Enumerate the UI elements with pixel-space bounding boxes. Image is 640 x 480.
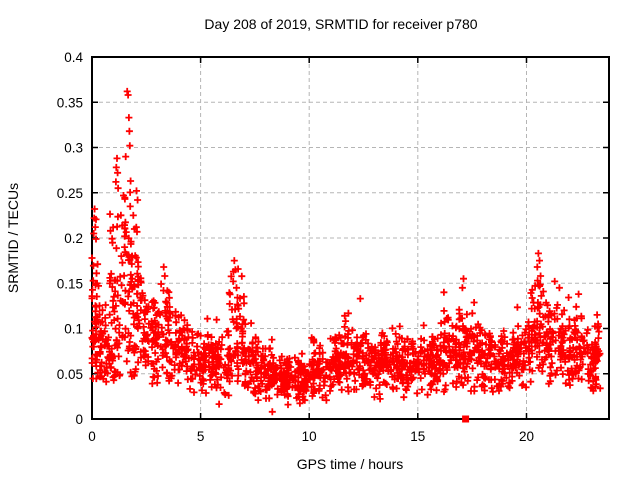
scatter-points <box>88 87 604 416</box>
y-axis-label: SRMTID / TECUs <box>5 183 21 293</box>
x-tick-label: 10 <box>302 429 317 444</box>
chart-title: Day 208 of 2019, SRMTID for receiver p78… <box>204 16 477 32</box>
y-tick-label: 0.1 <box>64 322 83 337</box>
x-tick-label: 0 <box>88 429 96 444</box>
x-tick-label: 15 <box>410 429 425 444</box>
y-tick-label: 0.3 <box>64 141 83 156</box>
x-axis-label: GPS time / hours <box>297 456 404 472</box>
y-tick-label: 0.05 <box>57 367 83 382</box>
x-tick-label: 5 <box>197 429 205 444</box>
y-tick-label: 0 <box>75 412 83 427</box>
y-tick-label: 0.15 <box>57 276 83 291</box>
axis-tick-marks <box>91 56 609 420</box>
y-tick-label: 0.25 <box>57 186 83 201</box>
tick-labels-group: 0 5 10 15 20 0 0.05 0.1 0.15 0.2 0.25 0.3 0.35 0.4 <box>57 50 534 444</box>
grid-lines <box>92 57 609 419</box>
y-tick-label: 0.35 <box>57 95 83 110</box>
y-tick-label: 0.2 <box>64 231 83 246</box>
x-tick-label: 20 <box>519 429 534 444</box>
axis-square-marker <box>462 415 470 423</box>
y-tick-label: 0.4 <box>64 50 83 65</box>
